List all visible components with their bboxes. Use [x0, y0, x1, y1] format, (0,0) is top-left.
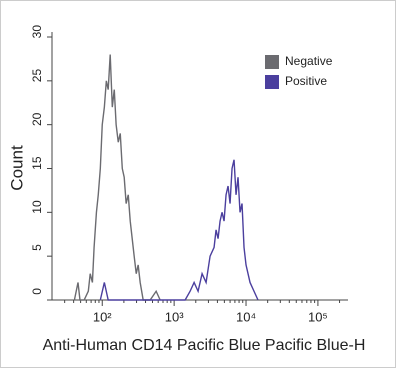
y-tick-label: 25 — [30, 69, 44, 83]
x-tick-label: 10⁴ — [236, 309, 256, 324]
x-axis-label: Anti-Human CD14 Pacific Blue Pacific Blu… — [43, 337, 366, 354]
legend-label: Negative — [285, 54, 333, 68]
y-tick-label: 0 — [30, 288, 44, 295]
y-tick-label: 20 — [30, 112, 44, 126]
legend-label: Positive — [285, 74, 327, 88]
y-tick-label: 15 — [30, 156, 44, 170]
legend-swatch — [265, 55, 279, 69]
series-line — [73, 54, 161, 301]
y-tick-label: 5 — [30, 244, 44, 251]
y-tick-label: 10 — [30, 200, 44, 214]
x-tick-label: 10³ — [165, 309, 184, 324]
x-tick-label: 10² — [93, 309, 112, 324]
series-line — [99, 159, 259, 301]
legend-swatch — [265, 75, 279, 89]
x-tick-label: 10⁵ — [308, 309, 328, 324]
y-tick-label: 30 — [30, 25, 44, 39]
y-axis-label: Count — [7, 145, 26, 191]
